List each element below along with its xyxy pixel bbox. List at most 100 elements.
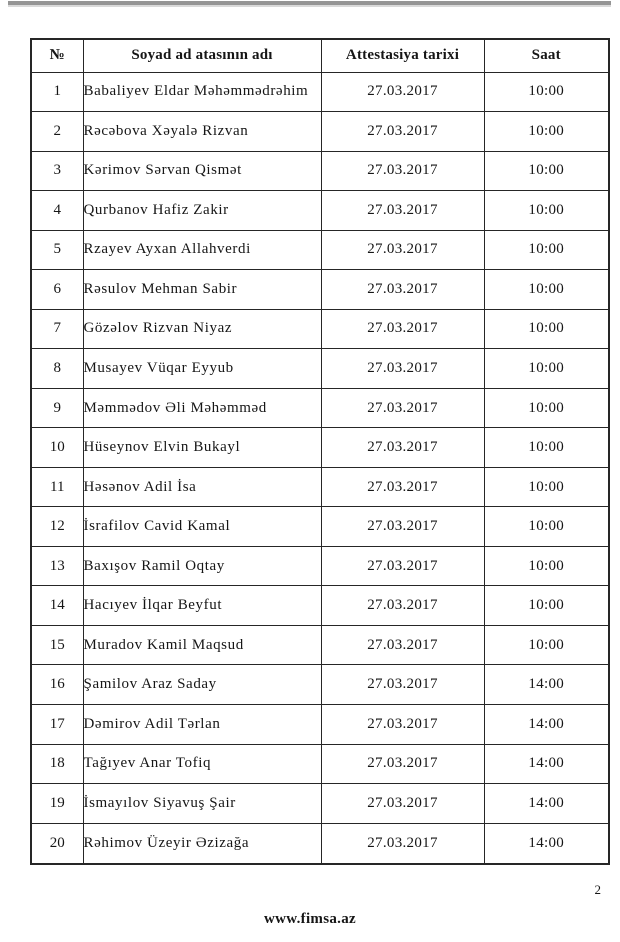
row-date-cell: 27.03.2017 xyxy=(320,308,485,350)
row-date-cell: 27.03.2017 xyxy=(320,269,485,310)
row-name-cell: İsrafilov Cavid Kamal xyxy=(82,506,322,547)
row-name-cell: İsmayılov Siyavuş Şair xyxy=(82,783,322,824)
row-number-cell: 3 xyxy=(30,150,84,192)
row-name-cell: Babaliyev Eldar Məhəmmədrəhim xyxy=(82,71,322,113)
table-header-row: № Soyad ad atasının adı Attestasiya tari… xyxy=(30,38,610,73)
row-time-cell: 10:00 xyxy=(483,71,610,113)
row-number-cell: 17 xyxy=(30,704,84,745)
row-time-cell: 10:00 xyxy=(483,269,610,310)
row-name-cell: Gözəlov Rizvan Niyaz xyxy=(82,308,322,350)
row-time-cell: 10:00 xyxy=(483,466,610,508)
top-divider-bar xyxy=(8,1,611,7)
row-name-cell: Həsənov Adil İsa xyxy=(82,466,322,508)
row-name-cell: Rəcəbova Xəyalə Rizvan xyxy=(82,111,322,152)
row-name-cell: Tağıyev Anar Tofiq xyxy=(82,743,322,785)
row-time-cell: 10:00 xyxy=(483,111,610,152)
row-time-cell: 14:00 xyxy=(483,783,610,824)
row-name-cell: Şamilov Araz Saday xyxy=(82,664,322,705)
row-time-cell: 10:00 xyxy=(483,427,610,468)
row-date-cell: 27.03.2017 xyxy=(320,229,485,271)
row-time-cell: 14:00 xyxy=(483,704,610,745)
table-row: 14 Hacıyev İlqar Beyfut 27.03.2017 10:00 xyxy=(30,585,610,626)
row-name-cell: Hüseynov Elvin Bukayl xyxy=(82,427,322,468)
row-time-cell: 10:00 xyxy=(483,545,610,587)
page-number: 2 xyxy=(594,882,602,897)
column-header-name: Soyad ad atasının adı xyxy=(82,38,322,73)
row-name-cell: Musayev Vüqar Eyyub xyxy=(82,348,322,389)
row-date-cell: 27.03.2017 xyxy=(320,743,485,785)
row-date-cell: 27.03.2017 xyxy=(320,585,485,626)
row-name-cell: Rəhimov Üzeyir Əzizağa xyxy=(82,822,322,865)
row-name-cell: Rzayev Ayxan Allahverdi xyxy=(82,229,322,271)
row-number-cell: 18 xyxy=(30,743,84,785)
attestation-schedule-table: № Soyad ad atasının adı Attestasiya tari… xyxy=(30,38,610,865)
row-number-cell: 14 xyxy=(30,585,84,626)
row-number-cell: 10 xyxy=(30,427,84,468)
row-time-cell: 10:00 xyxy=(483,229,610,271)
row-number-cell: 16 xyxy=(30,664,84,705)
row-time-cell: 10:00 xyxy=(483,308,610,350)
column-header-number: № xyxy=(30,38,84,73)
row-number-cell: 13 xyxy=(30,545,84,587)
row-date-cell: 27.03.2017 xyxy=(320,506,485,547)
row-time-cell: 14:00 xyxy=(483,822,610,865)
row-date-cell: 27.03.2017 xyxy=(320,387,485,429)
table-row: 13 Baxışov Ramil Oqtay 27.03.2017 10:00 xyxy=(30,545,610,587)
row-date-cell: 27.03.2017 xyxy=(320,664,485,705)
row-date-cell: 27.03.2017 xyxy=(320,427,485,468)
table-row: 1 Babaliyev Eldar Məhəmmədrəhim 27.03.20… xyxy=(30,71,610,113)
table-row: 8 Musayev Vüqar Eyyub 27.03.2017 10:00 xyxy=(30,348,610,389)
row-date-cell: 27.03.2017 xyxy=(320,783,485,824)
row-name-cell: Rəsulov Mehman Sabir xyxy=(82,269,322,310)
row-date-cell: 27.03.2017 xyxy=(320,71,485,113)
row-date-cell: 27.03.2017 xyxy=(320,624,485,666)
row-time-cell: 10:00 xyxy=(483,150,610,192)
table-body: 1 Babaliyev Eldar Məhəmmədrəhim 27.03.20… xyxy=(30,71,610,865)
table-row: 16 Şamilov Araz Saday 27.03.2017 14:00 xyxy=(30,664,610,705)
row-name-cell: Dəmirov Adil Tərlan xyxy=(82,704,322,745)
row-number-cell: 6 xyxy=(30,269,84,310)
row-number-cell: 5 xyxy=(30,229,84,271)
row-time-cell: 10:00 xyxy=(483,190,610,231)
table-row: 18 Tağıyev Anar Tofiq 27.03.2017 14:00 xyxy=(30,743,610,785)
row-time-cell: 10:00 xyxy=(483,348,610,389)
row-number-cell: 12 xyxy=(30,506,84,547)
row-date-cell: 27.03.2017 xyxy=(320,190,485,231)
row-name-cell: Hacıyev İlqar Beyfut xyxy=(82,585,322,626)
row-name-cell: Muradov Kamil Maqsud xyxy=(82,624,322,666)
table-row: 10 Hüseynov Elvin Bukayl 27.03.2017 10:0… xyxy=(30,427,610,468)
row-number-cell: 2 xyxy=(30,111,84,152)
table-row: 2 Rəcəbova Xəyalə Rizvan 27.03.2017 10:0… xyxy=(30,111,610,152)
table-row: 20 Rəhimov Üzeyir Əzizağa 27.03.2017 14:… xyxy=(30,822,610,865)
table-row: 6 Rəsulov Mehman Sabir 27.03.2017 10:00 xyxy=(30,269,610,310)
row-date-cell: 27.03.2017 xyxy=(320,150,485,192)
row-date-cell: 27.03.2017 xyxy=(320,111,485,152)
table-row: 17 Dəmirov Adil Tərlan 27.03.2017 14:00 xyxy=(30,704,610,745)
row-time-cell: 14:00 xyxy=(483,743,610,785)
row-date-cell: 27.03.2017 xyxy=(320,466,485,508)
row-number-cell: 11 xyxy=(30,466,84,508)
row-number-cell: 8 xyxy=(30,348,84,389)
row-number-cell: 15 xyxy=(30,624,84,666)
row-name-cell: Qurbanov Hafiz Zakir xyxy=(82,190,322,231)
row-time-cell: 10:00 xyxy=(483,585,610,626)
row-date-cell: 27.03.2017 xyxy=(320,704,485,745)
table-row: 7 Gözəlov Rizvan Niyaz 27.03.2017 10:00 xyxy=(30,308,610,350)
row-time-cell: 10:00 xyxy=(483,387,610,429)
row-number-cell: 1 xyxy=(30,71,84,113)
row-name-cell: Kərimov Sərvan Qismət xyxy=(82,150,322,192)
table-header: № Soyad ad atasının adı Attestasiya tari… xyxy=(30,38,610,73)
table-row: 5 Rzayev Ayxan Allahverdi 27.03.2017 10:… xyxy=(30,229,610,271)
row-number-cell: 20 xyxy=(30,822,84,865)
row-name-cell: Məmmədov Əli Məhəmməd xyxy=(82,387,322,429)
row-time-cell: 14:00 xyxy=(483,664,610,705)
row-name-cell: Baxışov Ramil Oqtay xyxy=(82,545,322,587)
row-date-cell: 27.03.2017 xyxy=(320,545,485,587)
table-row: 4 Qurbanov Hafiz Zakir 27.03.2017 10:00 xyxy=(30,190,610,231)
row-date-cell: 27.03.2017 xyxy=(320,822,485,865)
row-number-cell: 7 xyxy=(30,308,84,350)
table-row: 11 Həsənov Adil İsa 27.03.2017 10:00 xyxy=(30,466,610,508)
table-row: 12 İsrafilov Cavid Kamal 27.03.2017 10:0… xyxy=(30,506,610,547)
table-row: 3 Kərimov Sərvan Qismət 27.03.2017 10:00 xyxy=(30,150,610,192)
row-number-cell: 9 xyxy=(30,387,84,429)
